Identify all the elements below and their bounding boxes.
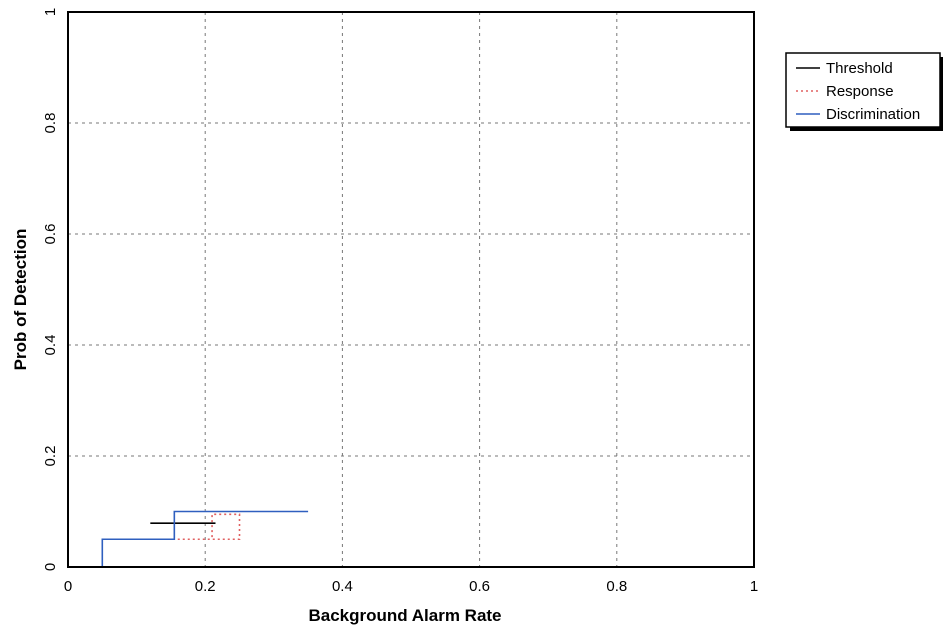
series-layer [101,510,309,567]
legend-label-threshold: Threshold [826,60,893,77]
plot-frame [67,11,755,568]
y-tick-label: 0.4 [42,335,59,356]
x-tick-labels: 0 0.2 0.4 0.6 0.8 1 [64,578,758,595]
x-tick-label: 1 [750,578,758,595]
y-tick-label: 0.6 [42,224,59,245]
y-tick-label: 0.2 [42,446,59,467]
x-tick-label: 0.6 [469,578,490,595]
y-tick-labels: 0 0.2 0.4 0.6 0.8 1 [42,8,59,571]
x-tick-label: 0.4 [332,578,353,595]
y-tick-label: 1 [42,8,59,16]
x-axis-label: Background Alarm Rate [308,606,501,625]
x-tick-label: 0.8 [606,578,627,595]
x-tick-label: 0.2 [195,578,216,595]
legend-label-response: Response [826,83,894,100]
series-line-discrimination [101,510,309,567]
legend: Threshold Response Discrimination [785,52,943,131]
legend-label-discrimination: Discrimination [826,106,920,123]
y-axis-label: Prob of Detection [11,229,30,371]
x-tick-label: 0 [64,578,72,595]
y-tick-label: 0.8 [42,113,59,134]
series-line-response [177,513,241,541]
grid [68,12,754,567]
y-tick-label: 0 [42,563,59,571]
